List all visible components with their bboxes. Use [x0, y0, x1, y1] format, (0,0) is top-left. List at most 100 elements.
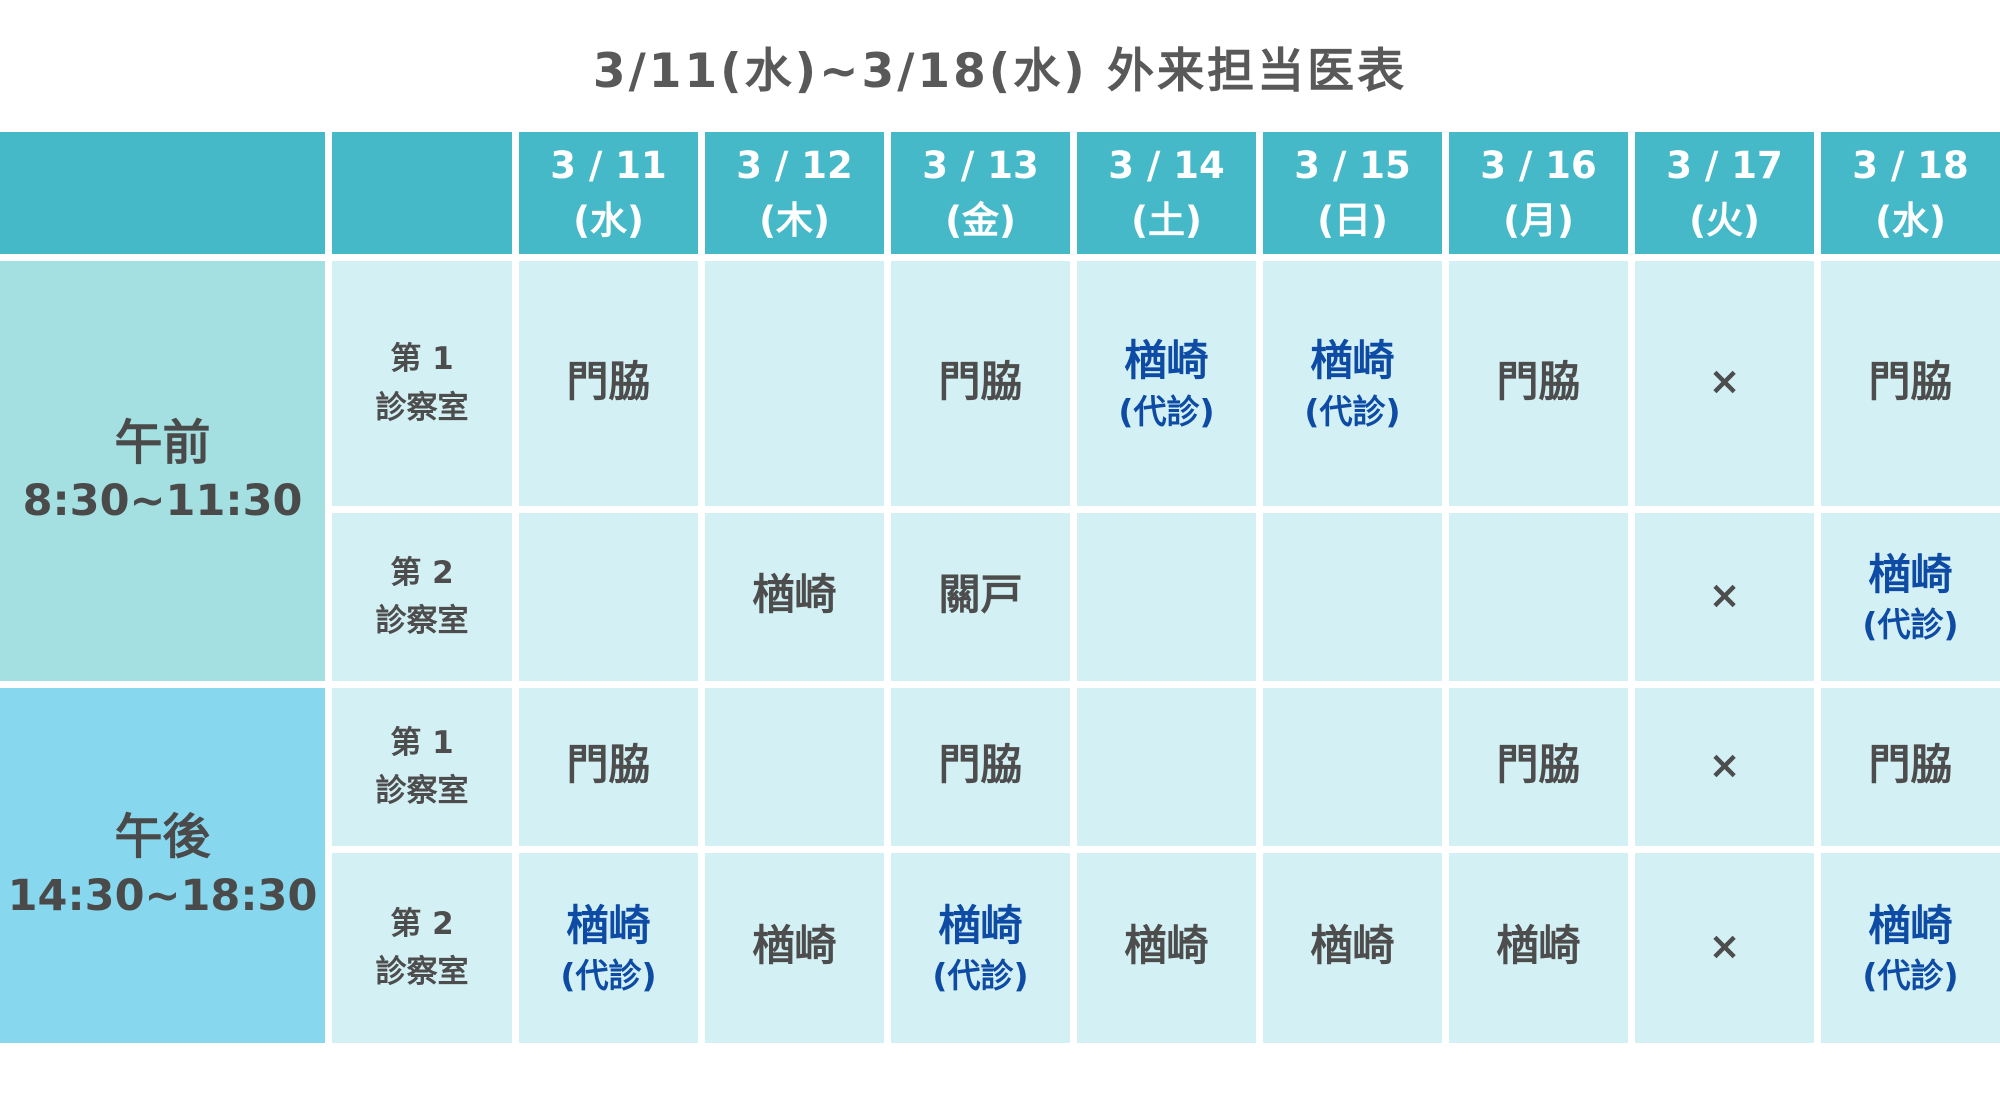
- schedule-cell: 楢崎 (代診): [1263, 261, 1442, 506]
- closed-marker: ×: [1708, 359, 1741, 404]
- day-date: 3 / 11: [550, 143, 667, 187]
- day-dow: (木): [759, 199, 830, 242]
- day-dow: (水): [573, 199, 644, 242]
- day-dow: (月): [1503, 199, 1574, 242]
- substitute-label: (代診): [560, 956, 657, 996]
- corner-cell-period: [0, 132, 325, 254]
- schedule-cell: 門脇: [1821, 261, 2000, 506]
- schedule-cell: ×: [1635, 261, 1814, 506]
- doctor-name: 楢崎: [1496, 921, 1581, 971]
- doctor-name: 楢崎: [752, 570, 837, 620]
- day-date: 3 / 13: [922, 143, 1039, 187]
- schedule-cell: 門脇: [891, 261, 1070, 506]
- schedule-cell: 關戸: [891, 513, 1070, 681]
- schedule-cell: 門脇: [519, 688, 698, 846]
- schedule-cell: 楢崎 (代診): [1821, 853, 2000, 1043]
- day-dow: (日): [1317, 199, 1388, 242]
- schedule-cell: [519, 513, 698, 681]
- doctor-name: 楢崎: [1868, 549, 1953, 599]
- day-date: 3 / 14: [1108, 143, 1225, 187]
- row-pm-room1: 午後 14:30~18:30 第 1 診察室 門脇 門脇: [0, 688, 2000, 1043]
- period-name: 午後: [114, 809, 211, 866]
- schedule-cell: [1077, 513, 1256, 681]
- schedule-cell: [705, 688, 884, 846]
- day-date: 3 / 17: [1666, 143, 1783, 187]
- doctor-name: 門脇: [1496, 740, 1581, 790]
- day-date: 3 / 15: [1294, 143, 1411, 187]
- day-header: 3 / 18 (水): [1821, 132, 2000, 254]
- closed-marker: ×: [1708, 572, 1741, 617]
- schedule-cell: 楢崎: [705, 513, 884, 681]
- day-dow: (火): [1689, 199, 1760, 242]
- period-time: 8:30~11:30: [22, 476, 303, 527]
- schedule-cell: 楢崎: [1263, 853, 1442, 1043]
- schedule-cell: 楢崎 (代診): [1821, 513, 2000, 681]
- doctor-name: 門脇: [1868, 740, 1953, 790]
- doctor-name: 門脇: [938, 740, 1023, 790]
- schedule-cell: 楢崎: [705, 853, 884, 1043]
- room-cell: 第 2 診察室: [332, 513, 512, 681]
- day-date: 3 / 12: [736, 143, 853, 187]
- day-header: 3 / 15 (日): [1263, 132, 1442, 254]
- doctor-name: 門脇: [1868, 356, 1953, 406]
- closed-marker: ×: [1708, 742, 1741, 787]
- doctor-name: 門脇: [566, 740, 651, 790]
- row-am-room2: 第 2 診察室 楢崎 關戸: [0, 513, 2000, 681]
- schedule-cell: [705, 261, 884, 506]
- substitute-label: (代診): [1862, 956, 1959, 996]
- schedule-cell: ×: [1635, 513, 1814, 681]
- doctor-name: 楢崎: [566, 900, 651, 950]
- doctor-name: 楢崎: [1124, 921, 1209, 971]
- period-cell-am: 午前 8:30~11:30: [0, 261, 325, 681]
- doctor-name: 楢崎: [938, 900, 1023, 950]
- period-cell-pm: 午後 14:30~18:30: [0, 688, 325, 1043]
- schedule-cell: 楢崎 (代診): [891, 853, 1070, 1043]
- doctor-name: 關戸: [938, 570, 1023, 620]
- doctor-name: 楢崎: [1124, 336, 1209, 386]
- schedule-cell: [1449, 513, 1628, 681]
- doctor-name: 楢崎: [1310, 921, 1395, 971]
- substitute-label: (代診): [1862, 605, 1959, 645]
- period-time: 14:30~18:30: [7, 870, 318, 921]
- day-dow: (土): [1131, 199, 1202, 242]
- header-row: 3 / 11 (水) 3 / 12 (木) 3 / 13 (金) 3 / 14 …: [0, 132, 2000, 254]
- closed-marker: ×: [1708, 923, 1741, 968]
- doctor-name: 楢崎: [752, 921, 837, 971]
- schedule-cell: [1077, 688, 1256, 846]
- doctor-name: 門脇: [566, 356, 651, 406]
- schedule-table: 3 / 11 (水) 3 / 12 (木) 3 / 13 (金) 3 / 14 …: [0, 125, 2000, 1050]
- schedule-cell: ×: [1635, 853, 1814, 1043]
- day-header: 3 / 12 (木): [705, 132, 884, 254]
- day-header: 3 / 11 (水): [519, 132, 698, 254]
- day-date: 3 / 18: [1852, 143, 1969, 187]
- page-title: 3/11(水)~3/18(水) 外来担当医表: [592, 44, 1408, 99]
- corner-cell-room: [332, 132, 512, 254]
- day-date: 3 / 16: [1480, 143, 1597, 187]
- substitute-label: (代診): [1304, 391, 1401, 431]
- schedule-cell: [1263, 688, 1442, 846]
- day-header: 3 / 13 (金): [891, 132, 1070, 254]
- doctor-name: 門脇: [1496, 356, 1581, 406]
- row-am-room1: 午前 8:30~11:30 第 1 診察室 門脇 門脇 楢崎 (代診): [0, 261, 2000, 681]
- schedule-cell: 門脇: [891, 688, 1070, 846]
- room-cell: 第 1 診察室: [332, 261, 512, 506]
- substitute-label: (代診): [1118, 391, 1215, 431]
- schedule-cell: 門脇: [1449, 261, 1628, 506]
- schedule-cell: 楢崎 (代診): [519, 853, 698, 1043]
- schedule-cell: [1263, 513, 1442, 681]
- schedule-cell: 楢崎: [1449, 853, 1628, 1043]
- schedule-cell: 楢崎 (代診): [1077, 261, 1256, 506]
- row-pm-room2: 第 2 診察室 楢崎 (代診) 楢崎 楢崎 (代診) 楢崎 楢崎: [0, 853, 2000, 1043]
- schedule-cell: 門脇: [1821, 688, 2000, 846]
- day-dow: (水): [1875, 199, 1946, 242]
- schedule-cell: ×: [1635, 688, 1814, 846]
- room-cell: 第 1 診察室: [332, 688, 512, 846]
- day-header: 3 / 14 (土): [1077, 132, 1256, 254]
- day-header: 3 / 17 (火): [1635, 132, 1814, 254]
- room-cell: 第 2 診察室: [332, 853, 512, 1043]
- substitute-label: (代診): [932, 956, 1029, 996]
- schedule-cell: 門脇: [519, 261, 698, 506]
- schedule-cell: 門脇: [1449, 688, 1628, 846]
- doctor-name: 門脇: [938, 356, 1023, 406]
